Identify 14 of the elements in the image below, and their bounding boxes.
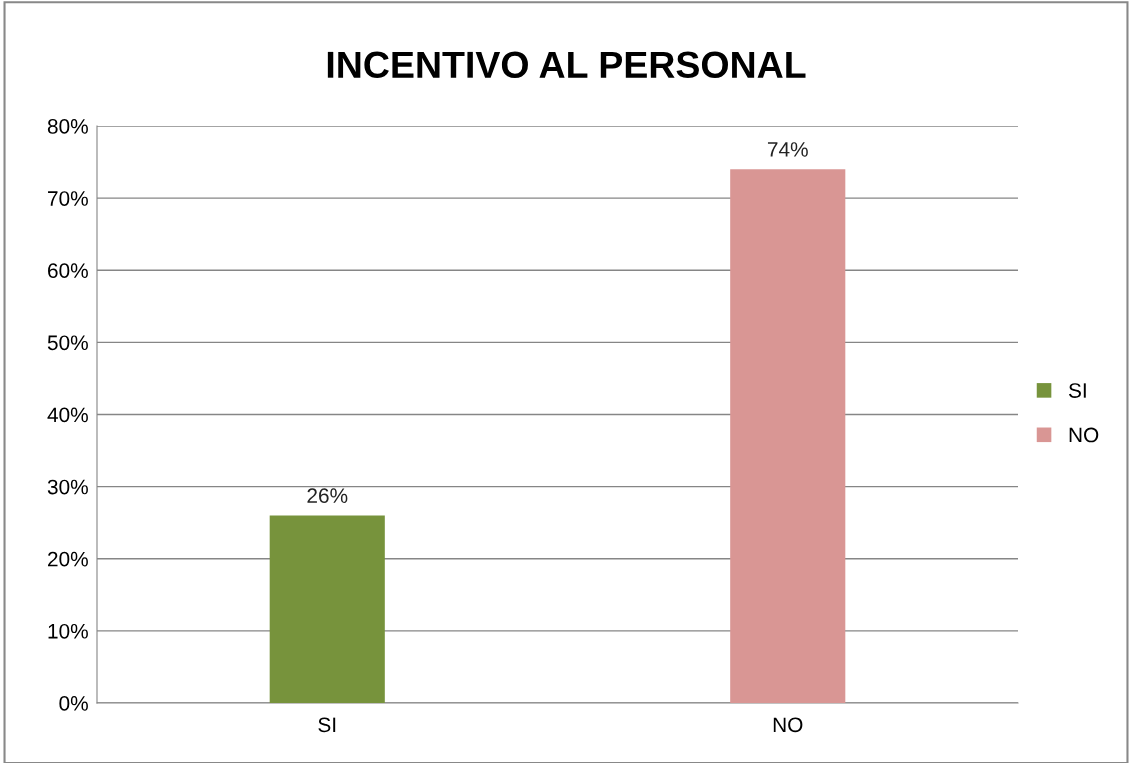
y-tick-label: 70% [48,191,88,206]
y-tick-label: 0% [59,696,88,711]
y-tick-label: 80% [47,119,88,134]
y-tick-label: 30% [47,479,88,495]
legend-label: SI [1068,383,1086,398]
y-tick-label: 20% [48,551,88,567]
y-tick-label: 50% [47,335,88,351]
y-tick-label: 40% [47,407,88,423]
data-label: 26% [307,488,348,504]
legend-label: NO [1069,427,1099,443]
chart-title: INCENTIVO AL PERSONAL [327,51,806,79]
data-label: 74% [767,142,808,157]
y-tick-label: 10% [48,623,88,639]
y-tick-label: 60% [48,263,88,278]
